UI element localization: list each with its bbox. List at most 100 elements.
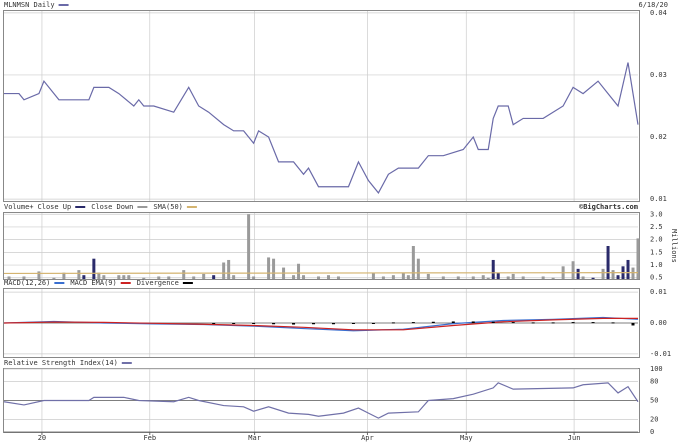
- bar: [37, 271, 41, 279]
- bar: [267, 257, 271, 279]
- series-line: [3, 316, 639, 332]
- series-line: [3, 272, 639, 275]
- bar: [391, 275, 395, 279]
- bar: [456, 276, 460, 279]
- bar: [416, 258, 420, 279]
- y-tick-label: 2.5: [650, 223, 663, 231]
- bar: [551, 277, 555, 279]
- y-tick-label: 0.02: [650, 133, 667, 141]
- bar: [411, 246, 415, 279]
- y-tick-label: 1.0: [650, 261, 663, 269]
- unit-label: Millions: [670, 229, 678, 263]
- y-tick-label: 0.01: [650, 288, 667, 296]
- x-tick-label: Mar: [248, 434, 261, 442]
- panel-title: Volume+: [4, 203, 34, 211]
- bar: [371, 323, 375, 324]
- y-tick-label: 0.04: [650, 9, 667, 17]
- bar: [591, 322, 595, 324]
- legend-label: SMA(50): [153, 203, 183, 211]
- legend-label: MACD(12,26): [4, 279, 50, 287]
- bar: [631, 267, 635, 279]
- bar: [496, 272, 500, 279]
- y-tick-label: 50: [650, 397, 658, 405]
- bar: [541, 276, 545, 279]
- bar: [272, 258, 276, 279]
- bar: [601, 268, 605, 279]
- bar: [167, 276, 171, 279]
- bar: [232, 323, 236, 324]
- y-tick-label: 100: [650, 365, 663, 373]
- legend-label: MLNMSN Daily: [4, 1, 55, 9]
- bar: [312, 323, 316, 325]
- bar: [571, 322, 575, 324]
- bar: [391, 322, 395, 324]
- x-tick-label: 20: [38, 434, 46, 442]
- price-panel: [3, 10, 640, 202]
- bar: [471, 276, 475, 279]
- bar: [7, 276, 11, 279]
- bar: [247, 214, 251, 279]
- bar: [631, 323, 635, 326]
- bar: [52, 277, 56, 279]
- bar: [351, 323, 355, 324]
- bar: [297, 263, 301, 279]
- bar: [486, 277, 490, 279]
- y-tick-label: 2.0: [650, 236, 663, 244]
- x-tick-label: May: [460, 434, 473, 442]
- bar: [222, 262, 226, 279]
- bar: [212, 323, 216, 324]
- bar: [22, 276, 26, 279]
- bar: [182, 270, 186, 279]
- bar: [581, 276, 585, 279]
- bar: [511, 322, 515, 324]
- bar: [127, 275, 131, 279]
- y-tick-label: 80: [650, 378, 658, 386]
- bar: [611, 322, 615, 324]
- bar: [232, 275, 236, 279]
- bar: [252, 323, 256, 324]
- bar: [302, 275, 306, 279]
- bar: [576, 268, 580, 279]
- bar: [616, 275, 620, 279]
- bar: [506, 276, 510, 279]
- bar: [431, 321, 435, 323]
- volume-panel: [3, 212, 640, 280]
- bar: [381, 276, 385, 279]
- y-tick-label: 20: [650, 415, 658, 423]
- bar: [491, 259, 495, 279]
- bar: [92, 258, 96, 279]
- bar: [426, 273, 430, 279]
- bar: [336, 276, 340, 279]
- series-line: [4, 62, 639, 195]
- bar: [571, 261, 575, 279]
- bar: [331, 323, 335, 325]
- bar: [317, 276, 321, 279]
- bar: [511, 273, 515, 279]
- source: ©BigCharts.com: [579, 203, 638, 211]
- y-tick-label: 3.0: [650, 210, 663, 218]
- bar: [606, 246, 610, 279]
- bar: [272, 323, 276, 325]
- bar: [192, 276, 196, 279]
- y-tick-label: -0.01: [650, 350, 671, 358]
- x-tick-label: Apr: [361, 434, 374, 442]
- legend-label: Divergence: [137, 279, 179, 287]
- series-line: [3, 317, 638, 331]
- bar: [252, 276, 256, 279]
- bar: [531, 322, 535, 324]
- bar: [62, 272, 66, 279]
- legend-label: Close Up: [38, 203, 72, 211]
- bar: [411, 322, 415, 324]
- bar: [77, 270, 81, 279]
- bar: [551, 322, 555, 324]
- bar: [82, 275, 86, 279]
- bar: [102, 275, 106, 279]
- bar: [227, 259, 231, 279]
- legend-label: MACD EMA(9): [70, 279, 116, 287]
- bar: [202, 273, 206, 279]
- y-tick-label: 1.5: [650, 248, 663, 256]
- bar: [521, 276, 525, 279]
- bar: [371, 272, 375, 279]
- bar: [122, 275, 126, 279]
